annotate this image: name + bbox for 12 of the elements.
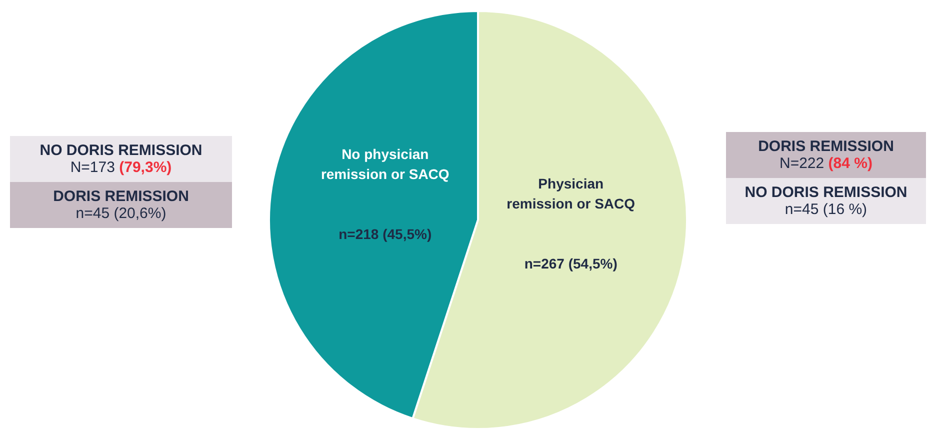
slice-label: Physician remission or SACQ [506,176,636,212]
text: NO DORIS REMISSION [744,184,908,201]
text: NO DORIS REMISSION [38,142,204,159]
text: N=222 (84 %) [778,155,874,172]
text: DORIS REMISSION [757,138,895,155]
text: n=45 (16 %) [784,201,868,218]
data-label: n=267 (54,5%) [524,256,618,272]
data-label: n=218 (45,5%) [338,226,432,242]
text: N=173 (79,3%) [69,159,173,176]
text: n=45 (20,6%) [74,205,168,222]
text: DORIS REMISSION [52,188,190,205]
slice-label: No physician remission or SACQ [320,146,450,182]
